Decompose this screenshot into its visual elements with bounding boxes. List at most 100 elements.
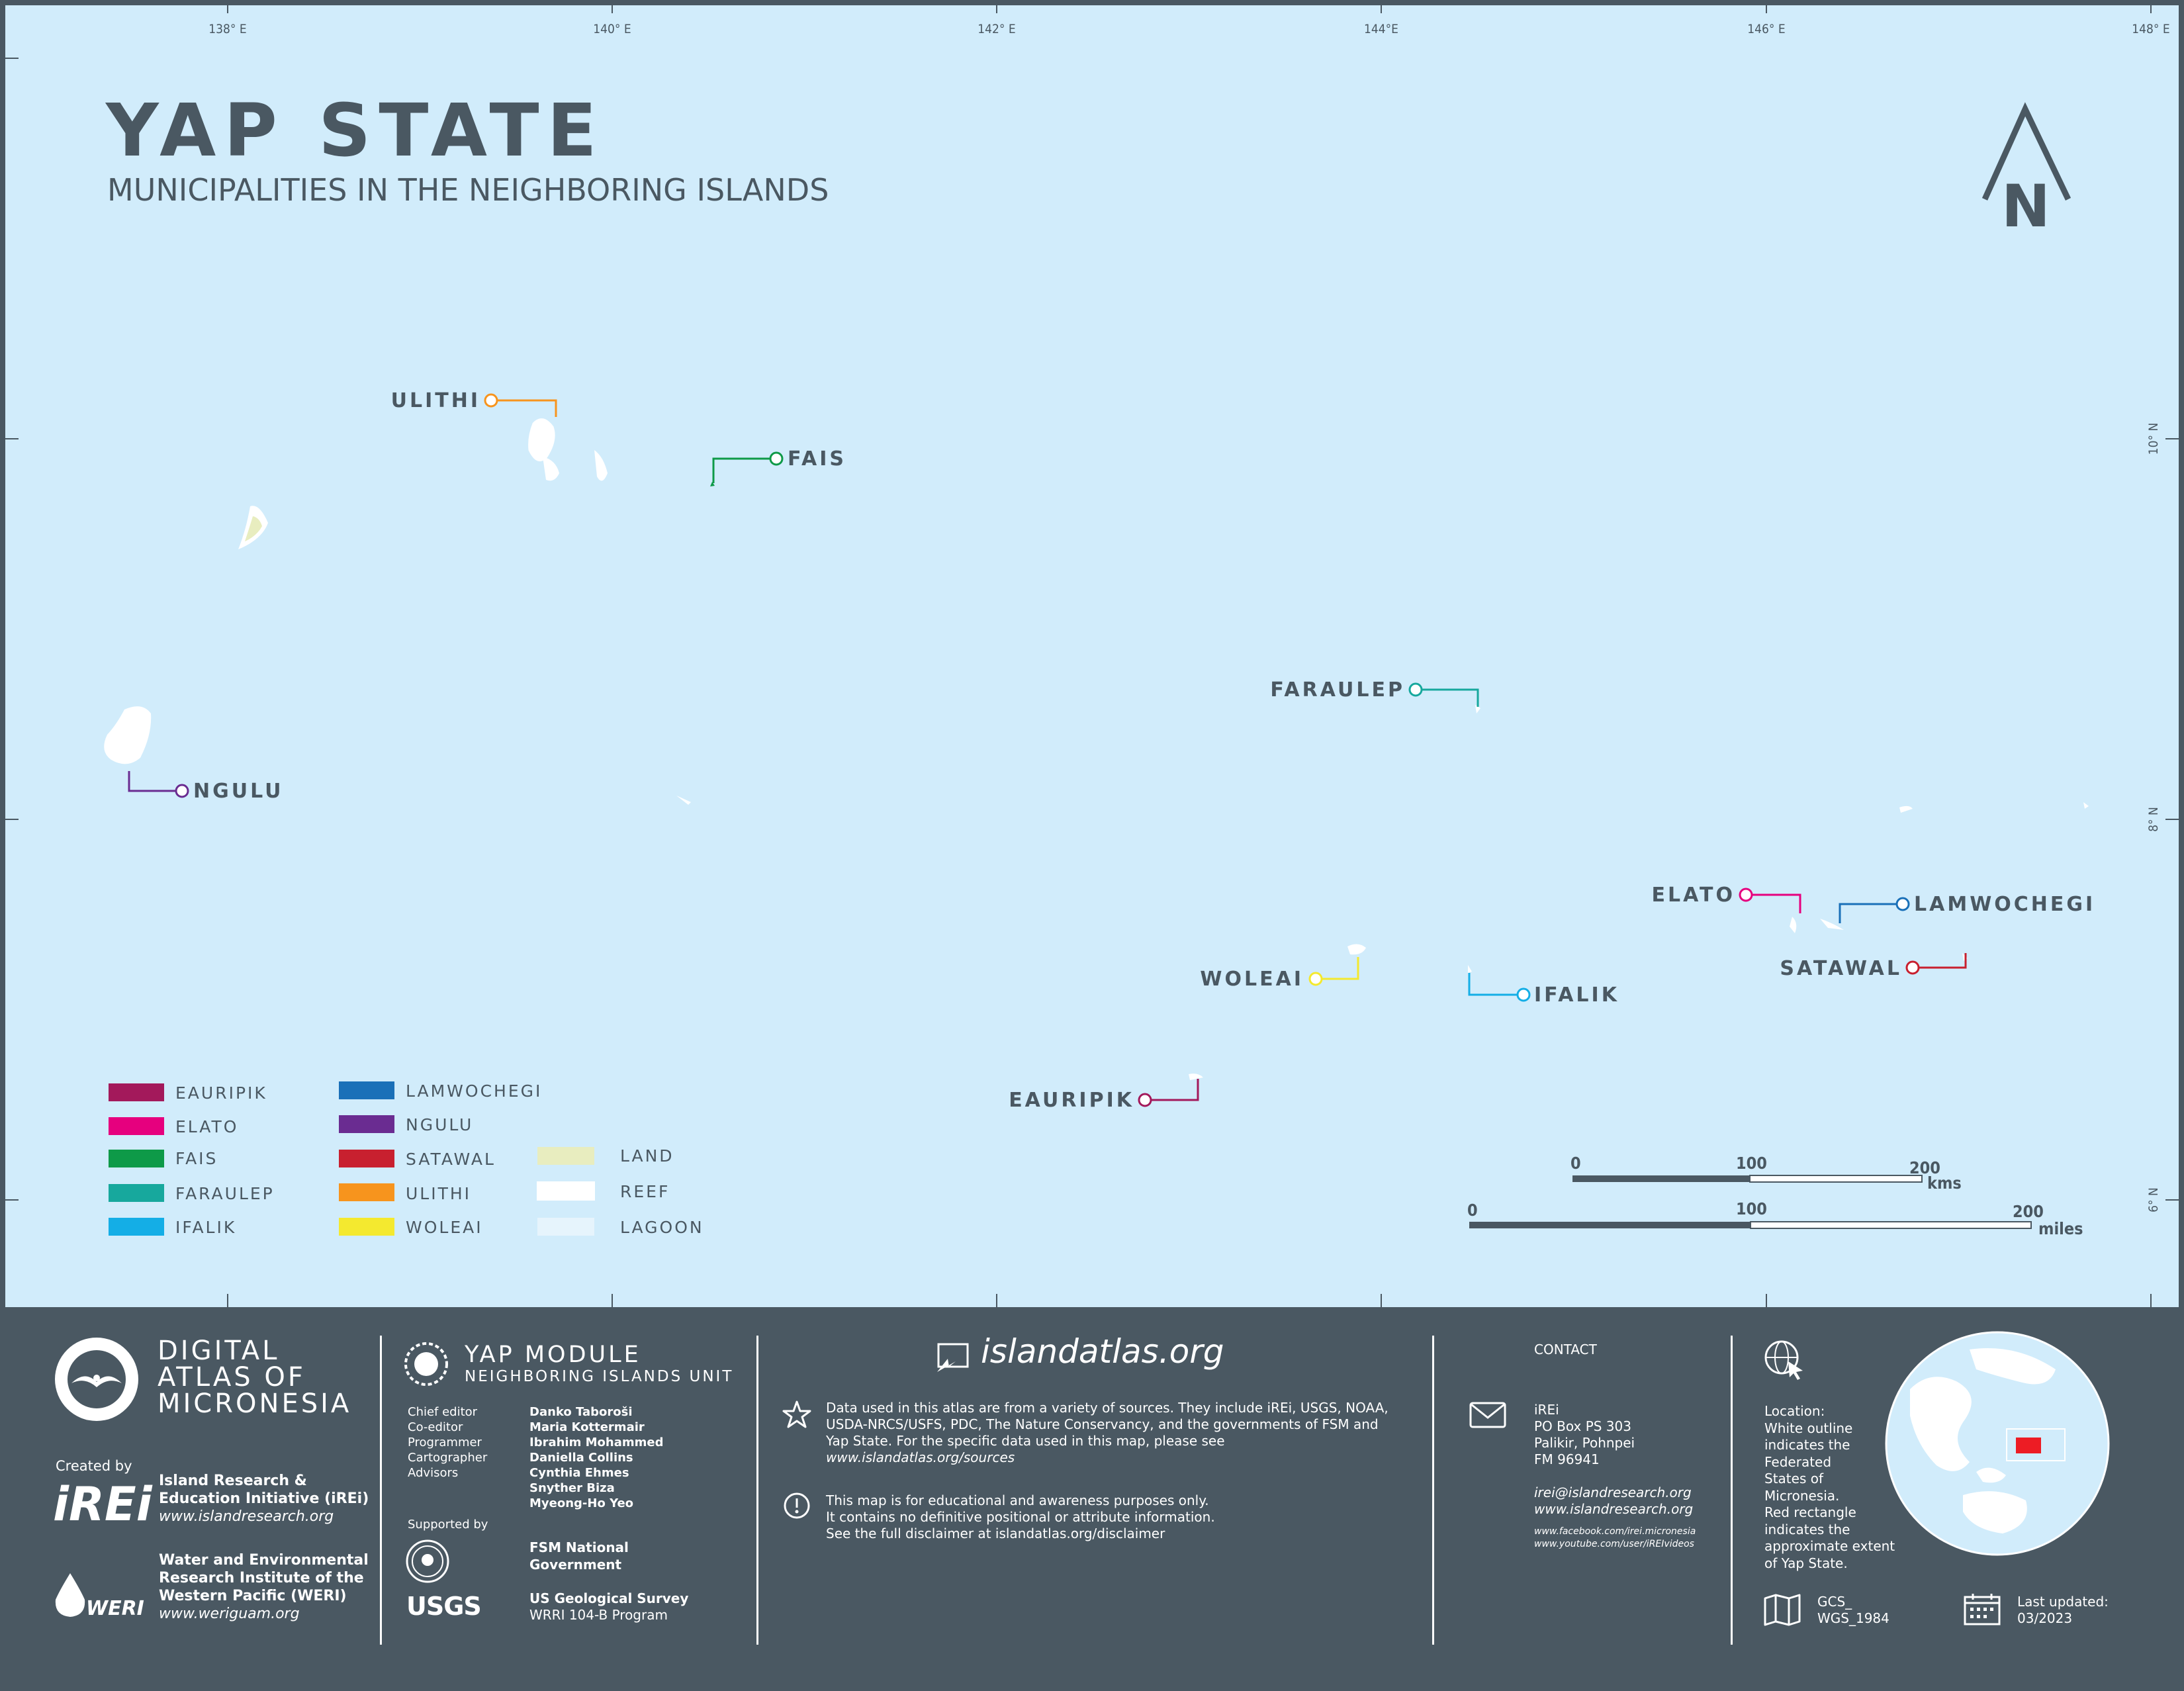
map-projection-icon	[1764, 1594, 1801, 1626]
graticule-top-label: 144°E	[1364, 22, 1398, 36]
contact-web-link[interactable]: www.islandresearch.org	[1534, 1501, 1694, 1517]
weri-url[interactable]: www.weriguam.org	[159, 1606, 300, 1622]
island-label-woleai: WOLEAI	[1200, 968, 1304, 991]
projection-label: GCS_ WGS_1984	[1817, 1594, 1889, 1627]
credit-names: Danko Taboroši Maria Kottermair Ibrahim …	[529, 1404, 663, 1511]
graticule-right-label: 8° N	[2146, 807, 2161, 832]
scale-miles-label: 100	[1736, 1199, 1767, 1218]
location-line: States of	[1764, 1471, 1823, 1486]
note-line: USDA-NRCS/USFS, PDC, The Nature Conserva…	[826, 1416, 1379, 1432]
legend-type-swatch	[537, 1181, 595, 1201]
footer-divider	[380, 1336, 382, 1645]
island-label-lamwochegi: LAMWOCHEGI	[1914, 893, 2095, 916]
fsm-seal-icon	[406, 1539, 449, 1583]
island-leaders	[128, 393, 1967, 1107]
legend-label: FAIS	[175, 1149, 218, 1168]
island-shapes	[104, 418, 2089, 1080]
island-marker-lamwochegi[interactable]	[1895, 897, 1910, 911]
island-label-satawal: SATAWAL	[1780, 957, 1902, 980]
module-subtitle: NEIGHBORING ISLANDS UNIT	[465, 1368, 734, 1385]
credit-name: Cynthia Ehmes	[529, 1466, 629, 1480]
irei-url[interactable]: www.islandresearch.org	[159, 1508, 334, 1525]
contact-email-link[interactable]: irei@islandresearch.org	[1534, 1485, 1692, 1500]
scale-bars: 0 100 200 kms 0 100 200 miles	[1467, 1154, 2083, 1238]
graticule-top-label: 146° E	[1747, 22, 1785, 36]
note-line: Yap State. For the specific data used in…	[826, 1433, 1225, 1449]
credit-role: Programmer	[408, 1436, 482, 1449]
legend-swatch	[109, 1218, 164, 1236]
note-line: Data used in this atlas are from a varie…	[826, 1400, 1388, 1416]
legend-swatch	[339, 1081, 394, 1099]
projection-line: GCS_	[1817, 1594, 1852, 1610]
data-sources-note: Data used in this atlas are from a varie…	[826, 1400, 1388, 1466]
scale-miles-label: 0	[1467, 1201, 1478, 1220]
module-title: YAP MODULE	[465, 1342, 641, 1368]
map-subtitle: MUNICIPALITIES IN THE NEIGHBORING ISLAND…	[107, 172, 829, 208]
atlas-title: DIGITAL ATLAS OF MICRONESIA	[158, 1338, 351, 1417]
legend-type-swatch	[537, 1147, 594, 1165]
scale-km-label: 200	[1909, 1158, 1940, 1177]
social-links: www.facebook.com/irei.micronesia www.you…	[1534, 1526, 1696, 1551]
island-label-faraulep: FARAULEP	[1270, 678, 1405, 702]
graticule-top-label: 148° E	[2132, 22, 2169, 36]
sources-link[interactable]: www.islandatlas.org/sources	[826, 1449, 1015, 1465]
supported-by-label: Supported by	[408, 1518, 488, 1531]
scale-km-unit: kms	[1927, 1173, 1962, 1193]
contact-links: irei@islandresearch.org www.islandresear…	[1534, 1485, 1693, 1518]
note-line: This map is for educational and awarenes…	[826, 1492, 1209, 1508]
legend-label: FARAULEP	[175, 1184, 275, 1203]
credit-name: Maria Kottermair	[529, 1420, 645, 1434]
island-leader-lamwochegi	[1839, 903, 1903, 923]
island-marker-ngulu[interactable]	[175, 784, 189, 798]
island-marker-woleai[interactable]	[1308, 972, 1323, 986]
legend-label: NGULU	[406, 1115, 473, 1134]
island-marker-eauripik[interactable]	[1138, 1093, 1152, 1107]
island-marker-ulithi[interactable]	[484, 393, 498, 408]
address-line: PO Box PS 303	[1534, 1418, 1631, 1434]
island-marker-faraulep[interactable]	[1408, 682, 1423, 697]
weri-name: Water and Environmental	[159, 1552, 369, 1569]
atlas-title-line: ATLAS OF	[158, 1362, 306, 1393]
location-line: approximate extent	[1764, 1538, 1895, 1554]
north-label: N	[2001, 172, 2050, 240]
address-line: iREi	[1534, 1402, 1559, 1418]
website-link[interactable]: islandatlas.org	[981, 1332, 1224, 1371]
fsm-name: FSM National	[529, 1539, 629, 1555]
credit-role: Advisors	[408, 1466, 459, 1480]
island-marker-fais[interactable]	[769, 451, 784, 466]
usgs-logo: USGS	[406, 1592, 482, 1621]
scale-miles-unit: miles	[2038, 1219, 2083, 1238]
island-label-fais: FAIS	[788, 447, 846, 471]
legend-swatch	[109, 1184, 164, 1202]
credit-name: Danko Taboroši	[529, 1405, 633, 1419]
youtube-link[interactable]: www.youtube.com/user/iREIvideos	[1534, 1539, 1694, 1549]
usgs-credit: US Geological Survey WRRI 104-B Program	[529, 1590, 688, 1623]
contact-address: iREi PO Box PS 303 Palikir, Pohnpei FM 9…	[1534, 1402, 1635, 1468]
scale-miles-label: 200	[2013, 1202, 2044, 1221]
legend-swatch	[109, 1150, 164, 1167]
location-note: Location: White outline indicates the Fe…	[1764, 1403, 1895, 1572]
north-arrow-icon: N	[1981, 102, 2071, 240]
credit-name: Myeong-Ho Yeo	[529, 1496, 634, 1510]
legend-label: ULITHI	[406, 1184, 471, 1203]
atlas-title-line: MICRONESIA	[158, 1389, 352, 1419]
location-line: Red rectangle	[1764, 1504, 1856, 1520]
credit-roles: Chief editor Co-editor Programmer Cartog…	[408, 1404, 487, 1481]
location-line: Micronesia.	[1764, 1487, 1840, 1504]
legend-swatch	[109, 1083, 164, 1101]
calendar-icon	[1964, 1594, 2001, 1625]
facebook-link[interactable]: www.facebook.com/irei.micronesia	[1534, 1526, 1696, 1537]
island-leader-satawal	[1913, 953, 1967, 969]
island-leader-ulithi	[491, 399, 557, 417]
atlas-title-line: DIGITAL	[158, 1336, 280, 1366]
legend-swatch	[339, 1115, 394, 1133]
legend-type-swatch	[537, 1218, 594, 1236]
graticule-right-label: 10° N	[2146, 423, 2161, 455]
island-leader-elato	[1746, 893, 1801, 913]
island-marker-ifalik[interactable]	[1516, 987, 1531, 1002]
island-marker-satawal[interactable]	[1905, 960, 1920, 975]
scale-bar-km: 0 100 200 kms	[1570, 1154, 1962, 1193]
location-line: of Yap State.	[1764, 1555, 1848, 1571]
island-marker-elato[interactable]	[1739, 888, 1753, 902]
irei-credit: Island Research & Education Initiative (…	[159, 1472, 369, 1526]
